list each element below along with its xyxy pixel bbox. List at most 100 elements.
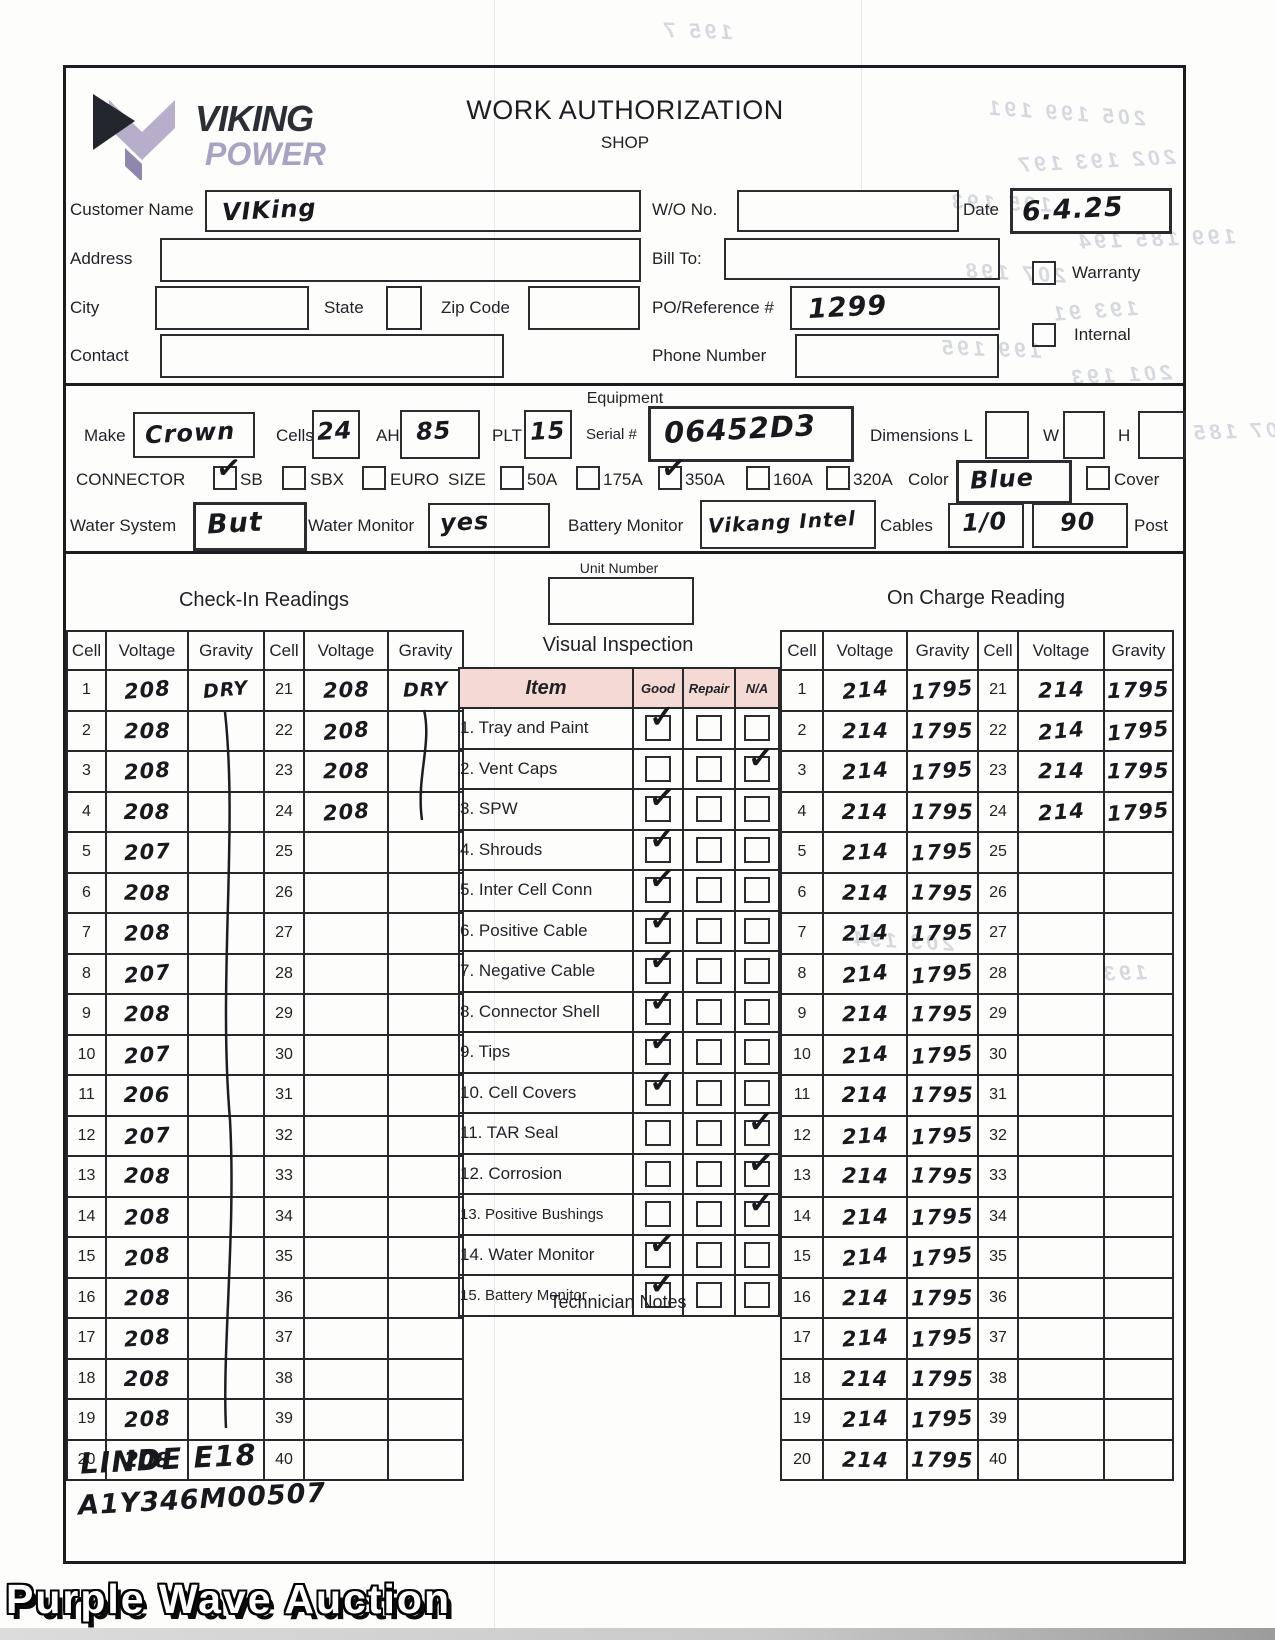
address-label: Address bbox=[70, 249, 133, 268]
vi-item-label: 8. Connector Shell bbox=[458, 990, 634, 1033]
connector-sbx-label: SBX bbox=[310, 470, 345, 489]
voltage-value bbox=[1017, 831, 1105, 874]
cell-number: 22 bbox=[977, 709, 1019, 752]
cell-number: 32 bbox=[263, 1114, 305, 1157]
vi-repair-checkbox bbox=[696, 1120, 722, 1147]
table-row: 18 214 1795 38 bbox=[780, 1357, 1174, 1400]
cell-number: 1 bbox=[66, 669, 107, 712]
cell-number: 18 bbox=[780, 1357, 824, 1400]
vi-good-cell bbox=[632, 1112, 684, 1155]
gravity-value bbox=[187, 1195, 265, 1238]
connector-sb-label: SB bbox=[240, 470, 263, 489]
size-175a-checkbox bbox=[576, 466, 600, 490]
cell-number: 25 bbox=[977, 831, 1019, 874]
voltage-value bbox=[303, 912, 389, 955]
purple-wave-auction-watermark: Purple Wave Auction bbox=[6, 1576, 452, 1622]
cell-number: 2 bbox=[66, 709, 107, 752]
check-in-readings-table: Cell Voltage Gravity Cell Voltage Gravity 1 208… bbox=[66, 630, 464, 1481]
gravity-value bbox=[387, 1276, 464, 1319]
voltage-value bbox=[1017, 952, 1105, 995]
cell-number: 40 bbox=[263, 1438, 305, 1481]
battery-monitor-label: Battery Monitor bbox=[568, 516, 684, 535]
vi-good-checkbox: ✓ bbox=[645, 821, 675, 863]
vi-item-label: 1. Tray and Paint bbox=[458, 707, 634, 750]
table-row: 12 207 32 bbox=[66, 1114, 464, 1157]
vi-repair-cell bbox=[682, 828, 736, 871]
gravity-value bbox=[1103, 912, 1174, 955]
table-row: 16 208 36 bbox=[66, 1276, 464, 1319]
gravity-value: 1795 bbox=[906, 993, 979, 1036]
voltage-value bbox=[1017, 1236, 1105, 1279]
zip-field bbox=[528, 286, 640, 330]
vi-good-cell bbox=[632, 747, 684, 790]
cell-number: 30 bbox=[977, 1033, 1019, 1076]
vi-good-cell: ✓ bbox=[632, 904, 684, 952]
vi-item-label: 6. Positive Cable bbox=[458, 909, 634, 952]
vi-good-checkbox: ✓ bbox=[645, 1063, 676, 1106]
cell-number: 21 bbox=[977, 669, 1019, 712]
vi-na-cell bbox=[734, 1031, 780, 1074]
vi-item-label: 14. Water Monitor bbox=[458, 1233, 634, 1276]
checkmark: ✓ bbox=[746, 1143, 776, 1182]
cell-number: 13 bbox=[66, 1155, 107, 1198]
gravity-value: 1795 bbox=[906, 1236, 979, 1279]
state-field bbox=[386, 286, 422, 330]
cell-number: 7 bbox=[66, 912, 107, 955]
vi-col-header: Repair bbox=[682, 667, 736, 709]
vi-repair-cell bbox=[682, 869, 736, 912]
vi-repair-cell bbox=[682, 788, 736, 831]
checkmark: ✓ bbox=[747, 739, 775, 776]
cell-number: 15 bbox=[780, 1236, 824, 1279]
gravity-value bbox=[1103, 1114, 1174, 1157]
vi-row: 4. Shrouds ✓ bbox=[458, 821, 780, 871]
vi-na-checkbox bbox=[744, 836, 770, 863]
vi-good-cell: ✓ bbox=[632, 941, 684, 993]
dimension-w-field bbox=[1063, 411, 1105, 459]
size-50a-label: 50A bbox=[527, 470, 558, 489]
gravity-value bbox=[187, 871, 265, 914]
date-field bbox=[1010, 188, 1172, 234]
vi-item-label: 5. Inter Cell Conn bbox=[458, 869, 634, 912]
cell-number: 39 bbox=[263, 1398, 305, 1441]
vi-good-checkbox bbox=[645, 1160, 671, 1187]
checkmark: ✓ bbox=[647, 860, 677, 898]
cell-number: 24 bbox=[263, 790, 305, 833]
cell-number: 5 bbox=[66, 831, 107, 874]
vi-item-label: 7. Negative Cable bbox=[458, 950, 634, 993]
dimensions-label: Dimensions L bbox=[870, 426, 973, 445]
gravity-value bbox=[187, 1398, 265, 1441]
voltage-value: 207 bbox=[105, 831, 189, 874]
voltage-value: 214 bbox=[822, 993, 908, 1036]
vi-row: 10. Cell Covers ✓ bbox=[458, 1063, 780, 1114]
cell-number: 12 bbox=[780, 1114, 824, 1157]
vi-repair-checkbox bbox=[696, 958, 722, 985]
vi-repair-checkbox bbox=[696, 917, 722, 944]
plt-label: PLT bbox=[492, 426, 522, 445]
cover-checkbox bbox=[1086, 466, 1110, 490]
gravity-value bbox=[387, 1438, 464, 1481]
contact-label: Contact bbox=[70, 346, 129, 365]
cell-number: 22 bbox=[263, 709, 305, 752]
gravity-value bbox=[1103, 1195, 1174, 1238]
gravity-value: 1795 bbox=[906, 871, 979, 914]
cables-length-field bbox=[1032, 503, 1128, 548]
vi-row: 5. Inter Cell Conn ✓ bbox=[458, 860, 780, 912]
vi-item-label: 13. Positive Bushings bbox=[458, 1193, 634, 1236]
vi-item-label: 12. Corrosion bbox=[458, 1152, 634, 1195]
table-row: 15 208 35 bbox=[66, 1236, 464, 1279]
voltage-value: 208 bbox=[105, 790, 189, 833]
vi-good-checkbox: ✓ bbox=[645, 941, 676, 985]
voltage-value bbox=[1017, 1398, 1105, 1441]
cell-number: 19 bbox=[66, 1398, 107, 1441]
bill-to-field bbox=[724, 238, 1000, 280]
gravity-value: 1795 bbox=[906, 1357, 979, 1400]
connector-label: CONNECTOR bbox=[76, 470, 186, 489]
vi-good-checkbox: ✓ bbox=[645, 1225, 677, 1268]
equipment-section-title: Equipment bbox=[586, 390, 664, 407]
voltage-value: 208 bbox=[303, 790, 389, 833]
reading-col-header: Cell bbox=[66, 630, 107, 671]
cell-number: 3 bbox=[780, 750, 824, 793]
vi-col-header: Item bbox=[458, 667, 634, 709]
water-monitor-field bbox=[428, 503, 550, 548]
cell-number: 1 bbox=[780, 669, 824, 712]
